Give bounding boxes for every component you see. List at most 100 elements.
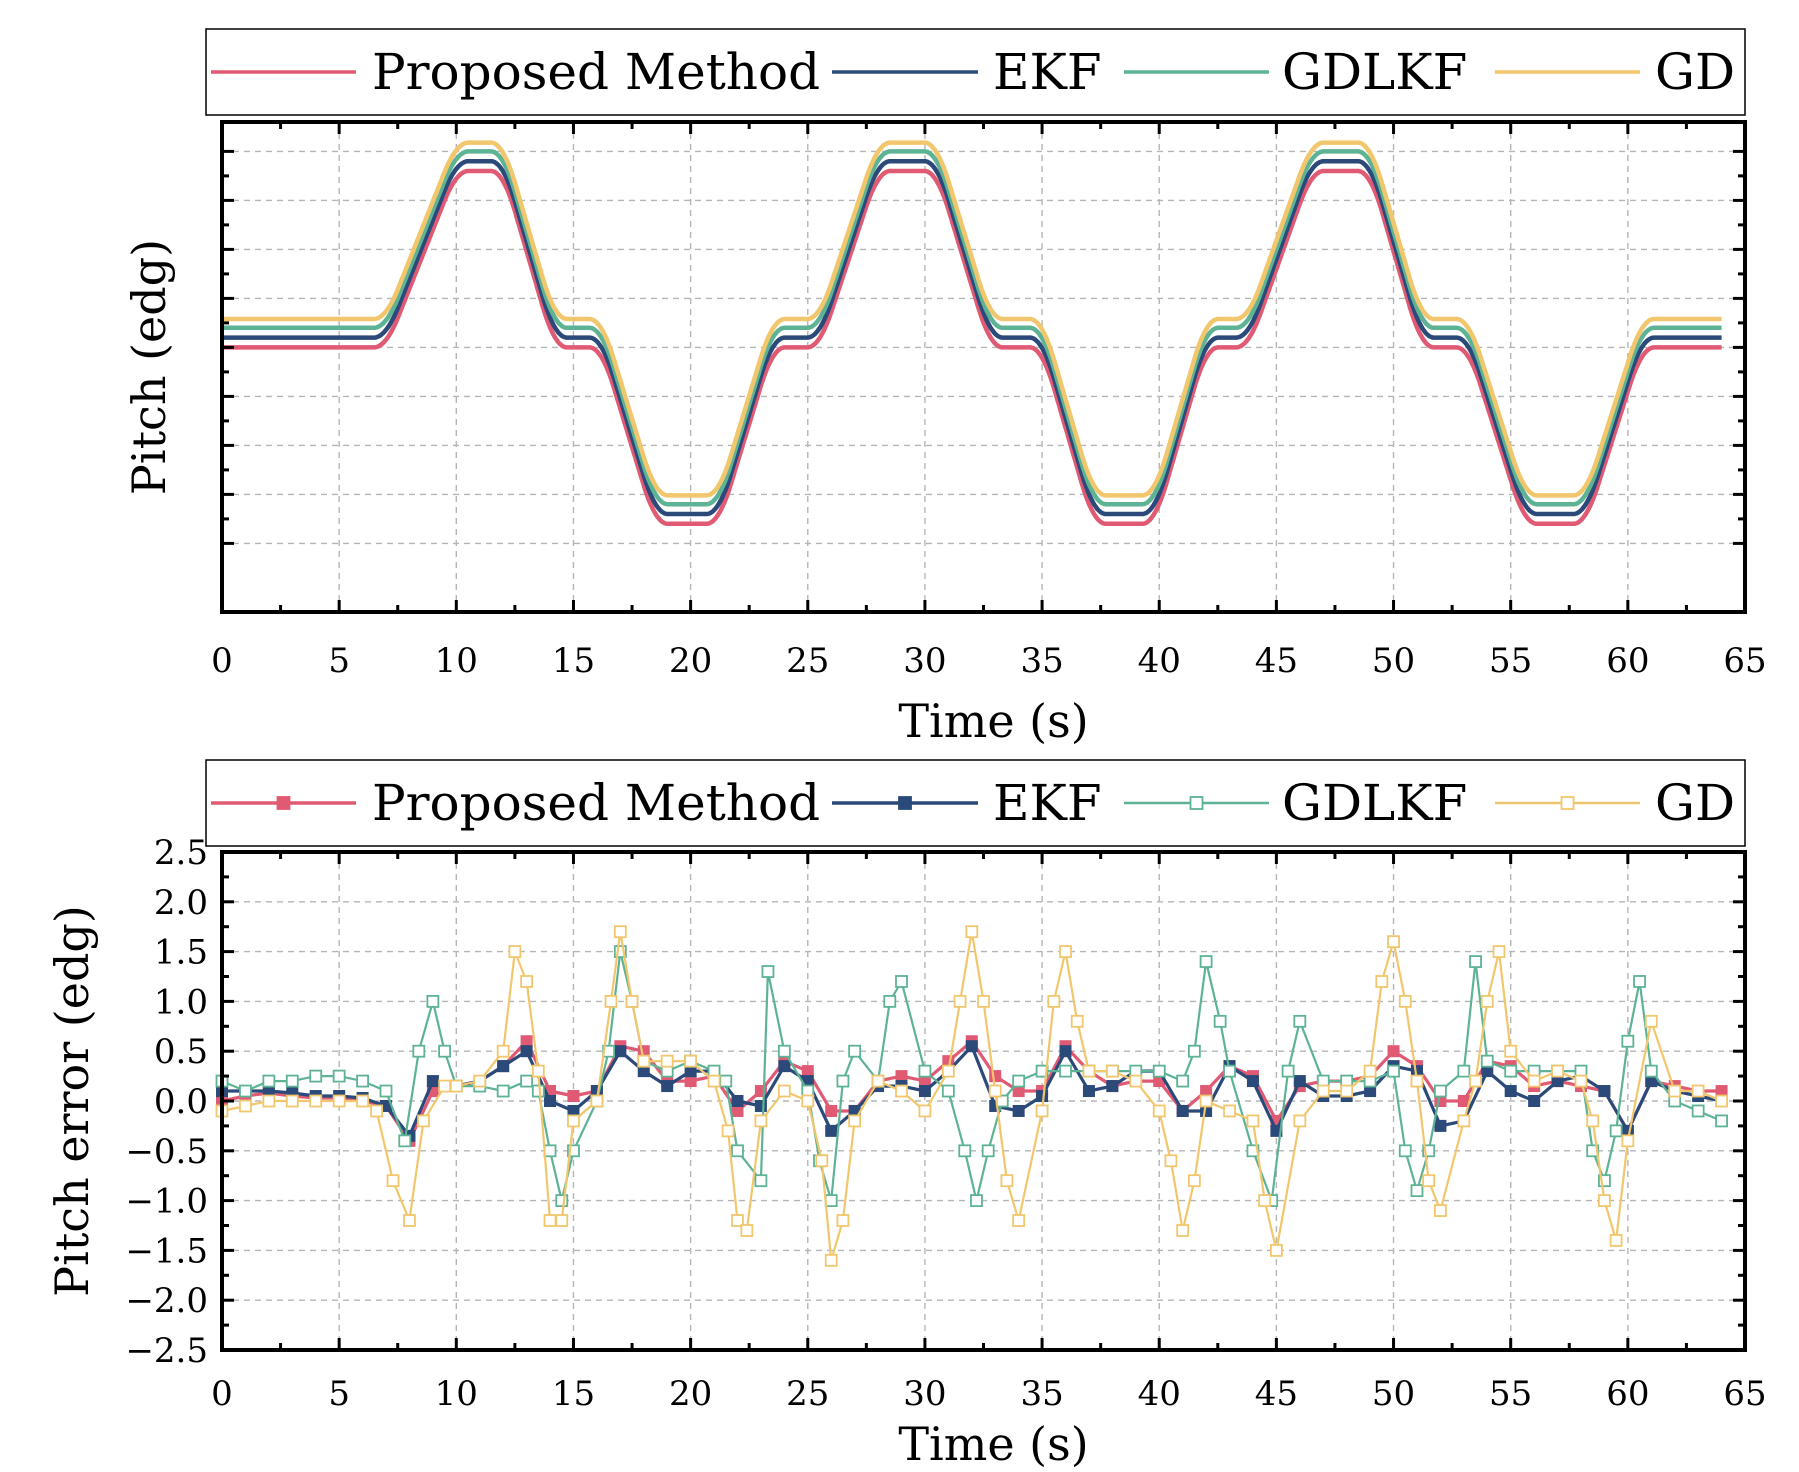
legend-label: EKF bbox=[993, 43, 1102, 101]
data-point bbox=[508, 945, 522, 958]
data-point bbox=[754, 1174, 768, 1188]
data-point bbox=[1504, 1064, 1518, 1078]
data-point bbox=[285, 1094, 299, 1108]
data-point bbox=[285, 1074, 299, 1088]
data-point bbox=[1000, 1174, 1014, 1188]
legend-item: EKF bbox=[832, 43, 1102, 101]
series-line bbox=[220, 158, 1723, 517]
data-point bbox=[1715, 1094, 1728, 1108]
data-point bbox=[731, 1144, 744, 1158]
data-point bbox=[1223, 1064, 1236, 1078]
legend-item: GD bbox=[1495, 774, 1735, 832]
data-point bbox=[1598, 1085, 1611, 1098]
data-point bbox=[1551, 1064, 1564, 1078]
series-gd bbox=[215, 925, 1728, 1267]
legend-item: EKF bbox=[832, 774, 1102, 832]
data-point bbox=[1480, 1054, 1494, 1068]
x-tick-label: 35 bbox=[1020, 641, 1063, 681]
data-point bbox=[1152, 1064, 1166, 1078]
x-axis-title: Time (s) bbox=[898, 694, 1088, 748]
data-point bbox=[1691, 1104, 1705, 1118]
legend-swatch-marker bbox=[1189, 796, 1204, 810]
data-point bbox=[1621, 1034, 1635, 1048]
data-point bbox=[970, 1194, 983, 1207]
data-point bbox=[426, 1075, 439, 1088]
data-point bbox=[1375, 975, 1389, 988]
data-point bbox=[625, 995, 639, 1008]
data-point bbox=[1340, 1084, 1354, 1098]
data-point bbox=[1434, 1204, 1447, 1217]
x-tick-label: 40 bbox=[1138, 1374, 1181, 1414]
data-point bbox=[801, 1065, 814, 1078]
x-tick-label: 30 bbox=[903, 1374, 946, 1414]
data-point bbox=[613, 945, 627, 958]
data-point bbox=[918, 1064, 932, 1078]
data-point bbox=[1492, 945, 1506, 958]
data-point bbox=[1035, 1064, 1049, 1078]
y-tick-label: 2.5 bbox=[154, 833, 208, 873]
data-point bbox=[941, 1084, 955, 1098]
data-point bbox=[412, 1044, 426, 1058]
data-point bbox=[988, 1084, 1002, 1098]
data-point bbox=[778, 1060, 791, 1073]
data-point bbox=[590, 1094, 604, 1108]
data-point bbox=[965, 1040, 978, 1053]
data-point bbox=[1176, 1104, 1189, 1117]
data-point bbox=[637, 1054, 651, 1068]
data-point bbox=[801, 1094, 815, 1108]
legend-item: GDLKF bbox=[1124, 774, 1467, 832]
series-line bbox=[221, 930, 1723, 1262]
x-tick-label: 15 bbox=[552, 641, 595, 681]
x-tick-label: 35 bbox=[1020, 1374, 1063, 1414]
data-point bbox=[520, 1045, 533, 1058]
data-point bbox=[356, 1074, 369, 1088]
data-point bbox=[1082, 1064, 1096, 1078]
data-point bbox=[1644, 1064, 1658, 1078]
data-point bbox=[1480, 995, 1494, 1008]
data-point bbox=[1644, 1014, 1658, 1028]
data-point bbox=[398, 1134, 412, 1148]
data-point bbox=[895, 1070, 908, 1083]
data-point bbox=[1293, 1075, 1306, 1088]
data-point bbox=[958, 1144, 972, 1158]
data-point bbox=[520, 1035, 533, 1048]
data-point bbox=[1457, 1114, 1471, 1128]
legend-label: GD bbox=[1655, 774, 1735, 832]
data-point bbox=[531, 1084, 545, 1098]
data-point bbox=[1621, 1134, 1635, 1148]
series-line bbox=[220, 140, 1723, 498]
data-point bbox=[604, 995, 618, 1008]
data-point bbox=[836, 1214, 850, 1227]
series-line bbox=[220, 149, 1723, 507]
legend-item: Proposed Method bbox=[211, 774, 820, 832]
data-point bbox=[660, 1054, 674, 1068]
data-point bbox=[543, 1214, 557, 1227]
legend-label: GDLKF bbox=[1282, 43, 1467, 101]
data-point bbox=[1410, 1074, 1424, 1088]
data-point bbox=[1246, 1114, 1260, 1128]
data-point bbox=[824, 1253, 838, 1267]
data-point bbox=[1434, 1119, 1447, 1132]
x-tick-label: 20 bbox=[669, 1374, 712, 1414]
x-tick-label: 5 bbox=[328, 641, 350, 681]
data-point bbox=[1176, 1224, 1190, 1237]
data-point bbox=[977, 995, 990, 1008]
data-point bbox=[426, 995, 440, 1008]
data-point bbox=[496, 1084, 510, 1098]
legend-item: GDLKF bbox=[1124, 43, 1467, 101]
data-point bbox=[614, 1045, 627, 1058]
x-axis-title: Time (s) bbox=[898, 1417, 1088, 1467]
plot-frame bbox=[220, 120, 1747, 614]
data-point bbox=[1422, 1174, 1436, 1188]
data-point bbox=[262, 1074, 276, 1088]
data-point bbox=[707, 1074, 721, 1088]
data-point bbox=[1422, 1144, 1436, 1158]
data-point bbox=[379, 1084, 393, 1098]
data-point bbox=[754, 1085, 767, 1098]
y-tick-label: 0.0 bbox=[154, 1082, 208, 1122]
y-axis-title: Pitch error (edg) bbox=[45, 905, 99, 1297]
data-point bbox=[918, 1085, 931, 1098]
data-point bbox=[1281, 1064, 1295, 1078]
data-point bbox=[941, 1064, 955, 1078]
